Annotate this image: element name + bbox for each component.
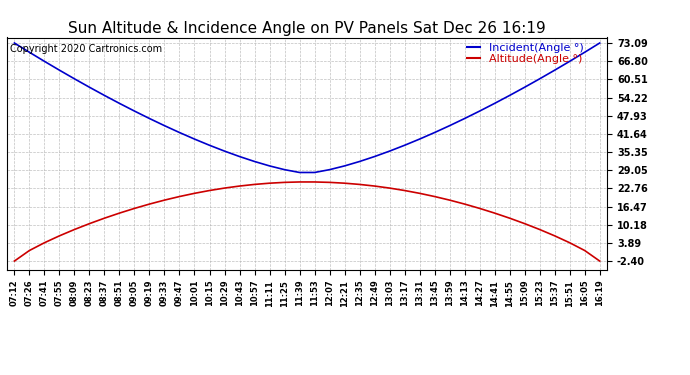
Title: Sun Altitude & Incidence Angle on PV Panels Sat Dec 26 16:19: Sun Altitude & Incidence Angle on PV Pan… — [68, 21, 546, 36]
Text: Copyright 2020 Cartronics.com: Copyright 2020 Cartronics.com — [10, 45, 162, 54]
Legend: Incident(Angle °), Altitude(Angle °): Incident(Angle °), Altitude(Angle °) — [466, 43, 584, 64]
